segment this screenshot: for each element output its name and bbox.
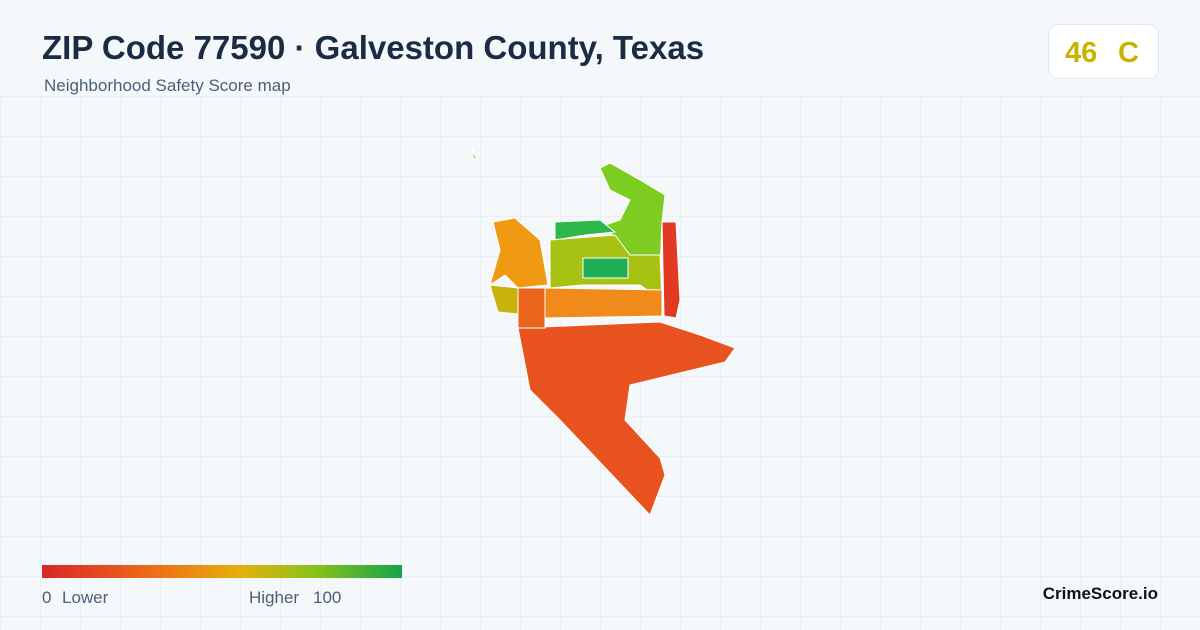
legend-min: 0 bbox=[42, 588, 51, 607]
score-value: 46 bbox=[1065, 37, 1097, 69]
legend-max: 100 bbox=[313, 588, 341, 607]
score-badge bbox=[1048, 24, 1159, 79]
region bbox=[517, 321, 736, 516]
subtitle: Neighborhood Safety Score map bbox=[44, 76, 291, 95]
region bbox=[544, 287, 663, 319]
region bbox=[517, 287, 546, 329]
zip-map bbox=[471, 147, 736, 516]
legend-scale bbox=[42, 565, 402, 578]
region bbox=[661, 221, 681, 319]
brand: CrimeScore.io bbox=[1043, 584, 1158, 603]
legend-max-label: Higher bbox=[249, 588, 299, 607]
region bbox=[471, 147, 477, 161]
region bbox=[554, 219, 616, 241]
title: ZIP Code 77590 · Galveston County, Texas bbox=[42, 29, 704, 66]
score-grade: C bbox=[1118, 37, 1139, 69]
region bbox=[582, 257, 629, 279]
legend-min-label: Lower bbox=[62, 588, 109, 607]
